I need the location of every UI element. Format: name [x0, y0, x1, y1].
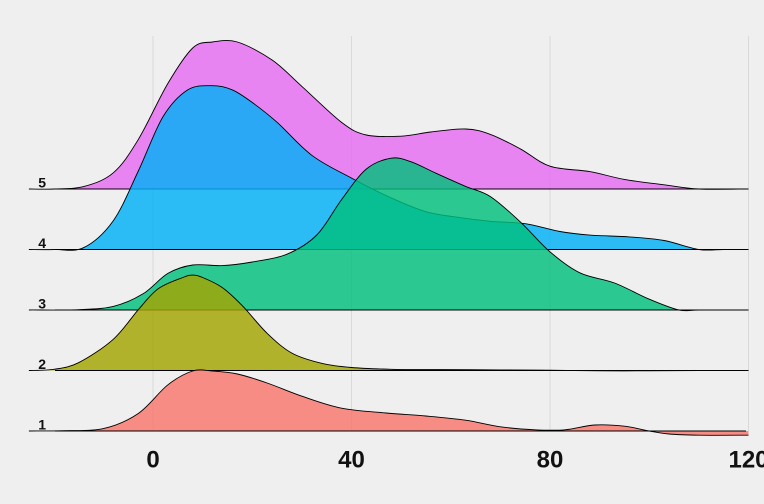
x-tick-label: 120 — [728, 446, 764, 473]
ridge-group-2 — [28, 274, 749, 372]
y-tick-label: 5 — [38, 175, 46, 191]
ridge-area-1 — [28, 369, 749, 436]
y-tick-label: 4 — [38, 235, 46, 251]
ridge-outline-5 — [28, 39, 749, 190]
x-axis: 0 40 80 120 — [146, 446, 764, 473]
ridge-outline-4 — [28, 85, 749, 251]
y-axis: 1 2 3 4 5 — [38, 175, 46, 433]
ridge-area-2 — [28, 275, 749, 371]
ridge-area-3 — [28, 157, 749, 311]
ridge-outline-3 — [28, 157, 749, 312]
y-tick-label: 2 — [38, 356, 46, 372]
ridge-area-4 — [28, 85, 749, 251]
ridge-outline-1 — [28, 369, 749, 436]
ridges — [28, 39, 749, 436]
ridge-group-1 — [28, 369, 749, 436]
x-tick-label: 80 — [537, 446, 564, 473]
x-tick-label: 0 — [146, 446, 159, 473]
y-tick-label: 1 — [38, 417, 46, 433]
y-tick-label: 3 — [38, 296, 46, 312]
x-tick-label: 40 — [338, 446, 365, 473]
